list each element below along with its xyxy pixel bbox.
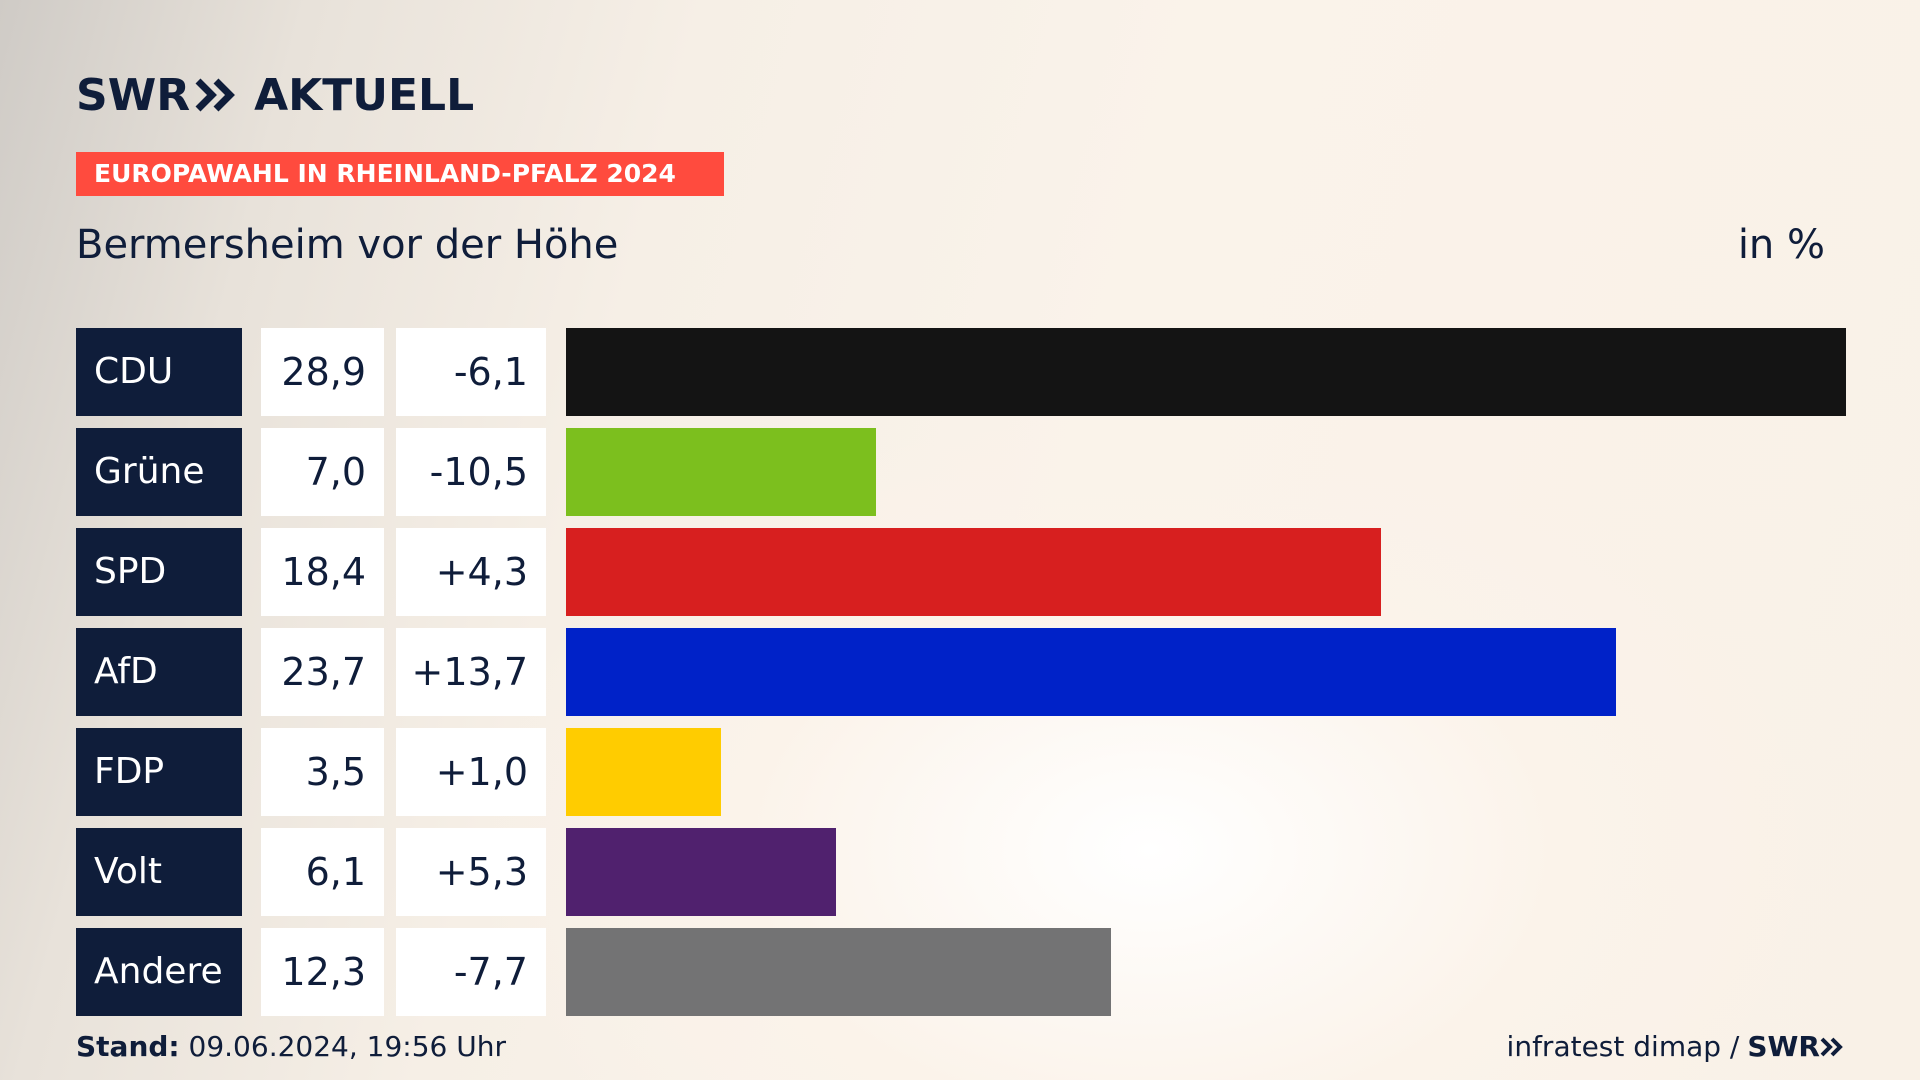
change-label: -10,5 bbox=[396, 428, 546, 516]
chart-title: Bermersheim vor der Höhe bbox=[76, 222, 619, 268]
change-label: +5,3 bbox=[396, 828, 546, 916]
double-chevron-icon bbox=[195, 78, 236, 112]
vote-share-label: 12,3 bbox=[261, 928, 384, 1016]
change-label: -7,7 bbox=[396, 928, 546, 1016]
vote-share-label: 23,7 bbox=[261, 628, 384, 716]
unit-label: in % bbox=[1737, 222, 1825, 268]
party-label: AfD bbox=[76, 628, 242, 716]
vote-share-label: 6,1 bbox=[261, 828, 384, 916]
result-bar bbox=[566, 728, 721, 816]
result-row: SPD 18,4 +4,3 bbox=[76, 528, 1846, 616]
timestamp: Stand: 09.06.2024, 19:56 Uhr bbox=[76, 1030, 506, 1063]
double-chevron-icon bbox=[1820, 1037, 1843, 1056]
source-text: infratest dimap / bbox=[1506, 1030, 1740, 1063]
result-row: Volt 6,1 +5,3 bbox=[76, 828, 1846, 916]
change-label: +13,7 bbox=[396, 628, 546, 716]
result-row: AfD 23,7 +13,7 bbox=[76, 628, 1846, 716]
result-bar bbox=[566, 428, 876, 516]
brand-product: AKTUELL bbox=[254, 69, 475, 121]
source-logo-text: SWR bbox=[1747, 1030, 1820, 1063]
result-row: Andere 12,3 -7,7 bbox=[76, 928, 1846, 1016]
party-label: Andere bbox=[76, 928, 242, 1016]
change-label: +4,3 bbox=[396, 528, 546, 616]
result-bar bbox=[566, 528, 1381, 616]
brand-name: SWR bbox=[76, 69, 191, 121]
stand-value: 09.06.2024, 19:56 Uhr bbox=[188, 1030, 506, 1063]
vote-share-label: 7,0 bbox=[261, 428, 384, 516]
result-bar bbox=[566, 328, 1846, 416]
party-label: CDU bbox=[76, 328, 242, 416]
stand-label: Stand: bbox=[76, 1030, 180, 1063]
vote-share-label: 28,9 bbox=[261, 328, 384, 416]
change-label: +1,0 bbox=[396, 728, 546, 816]
result-row: CDU 28,9 -6,1 bbox=[76, 328, 1846, 416]
result-bar bbox=[566, 928, 1111, 1016]
party-label: SPD bbox=[76, 528, 242, 616]
result-row: Grüne 7,0 -10,5 bbox=[76, 428, 1846, 516]
change-label: -6,1 bbox=[396, 328, 546, 416]
swr-aktuell-logo: SWR AKTUELL bbox=[76, 69, 475, 121]
party-label: Grüne bbox=[76, 428, 242, 516]
vote-share-label: 18,4 bbox=[261, 528, 384, 616]
result-row: FDP 3,5 +1,0 bbox=[76, 728, 1846, 816]
source-logo: SWR bbox=[1747, 1030, 1844, 1063]
vote-share-label: 3,5 bbox=[261, 728, 384, 816]
party-label: Volt bbox=[76, 828, 242, 916]
election-banner: EUROPAWAHL IN RHEINLAND-PFALZ 2024 bbox=[76, 152, 724, 196]
result-bar bbox=[566, 828, 836, 916]
source-credit: infratest dimap / SWR bbox=[1507, 1030, 1844, 1063]
party-label: FDP bbox=[76, 728, 242, 816]
result-bar bbox=[566, 628, 1616, 716]
